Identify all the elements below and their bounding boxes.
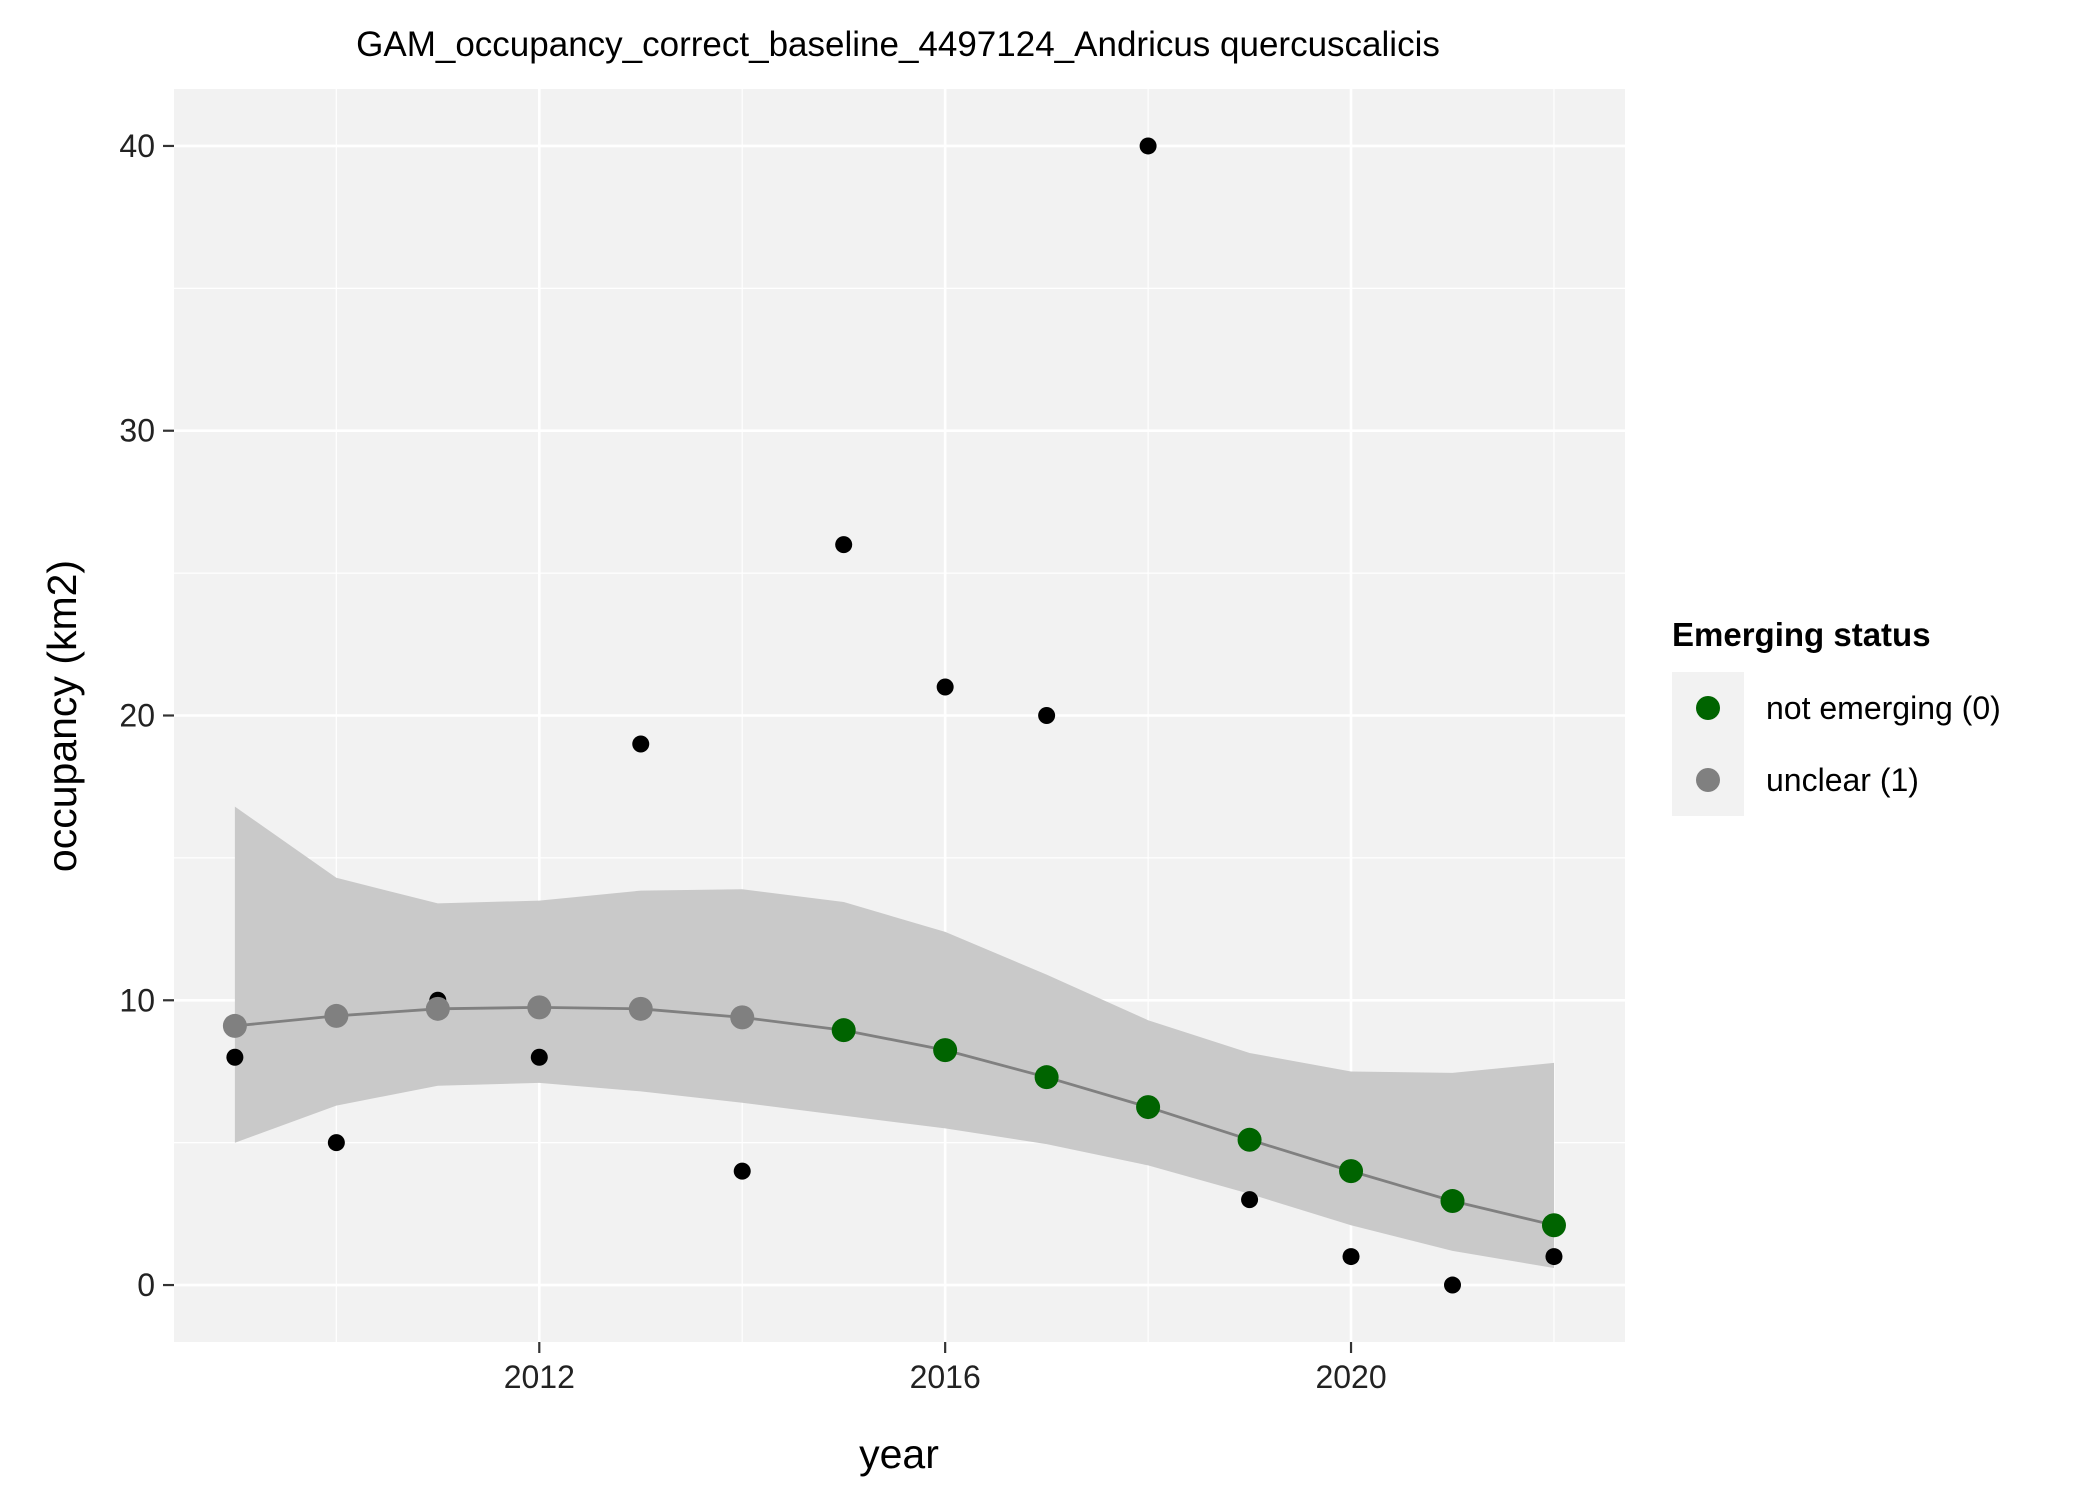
gam-fit-line bbox=[234, 1005, 1555, 1227]
gam-fit-point bbox=[1136, 1095, 1161, 1120]
confidence-band-layer bbox=[234, 806, 1554, 1268]
observed-point bbox=[530, 1048, 548, 1066]
y-tick-label: 20 bbox=[119, 698, 155, 734]
observed-point bbox=[733, 1162, 751, 1180]
x-tick-label: 2012 bbox=[504, 1359, 575, 1395]
gam-fit-point bbox=[527, 995, 552, 1020]
x-axis-title: year bbox=[859, 1431, 939, 1477]
y-tick-label: 30 bbox=[119, 413, 155, 449]
gam-fit-point bbox=[1440, 1189, 1465, 1214]
gam-fit-point bbox=[1237, 1127, 1262, 1152]
gam-fit-point bbox=[1541, 1213, 1566, 1238]
observed-point bbox=[1342, 1248, 1360, 1266]
legend: Emerging status not emerging (0) unclear… bbox=[1672, 616, 2001, 816]
gam-fit-point bbox=[324, 1003, 349, 1028]
observed-point bbox=[327, 1134, 345, 1152]
chart-title: GAM_occupancy_correct_baseline_4497124_A… bbox=[356, 25, 1440, 64]
observed-point bbox=[226, 1048, 244, 1066]
gam-fit-point bbox=[1034, 1065, 1059, 1090]
x-tick-label: 2020 bbox=[1315, 1359, 1386, 1395]
observed-point bbox=[632, 735, 650, 753]
y-tick-label: 40 bbox=[119, 128, 155, 164]
observed-point bbox=[1545, 1248, 1563, 1266]
legend-key-not-emerging bbox=[1696, 696, 1720, 720]
gam-fit-point bbox=[425, 996, 450, 1021]
observed-point bbox=[1038, 707, 1056, 724]
legend-title: Emerging status bbox=[1672, 616, 1931, 653]
confidence-band bbox=[234, 806, 1554, 1268]
legend-keys-background bbox=[1672, 672, 1744, 816]
observed-point bbox=[1444, 1276, 1462, 1294]
y-axis-title: occupancy (km2) bbox=[39, 560, 85, 872]
gam-fit-point bbox=[222, 1013, 247, 1038]
gam-fit-point bbox=[628, 996, 653, 1021]
x-tick-label: 2016 bbox=[910, 1359, 981, 1395]
y-tick-label: 0 bbox=[137, 1267, 155, 1303]
gam-fit-points bbox=[222, 995, 1566, 1238]
observed-point bbox=[835, 536, 853, 554]
observed-point bbox=[1139, 137, 1157, 155]
x-axis: 2012 2016 2020 bbox=[504, 1342, 1387, 1395]
y-tick-label: 10 bbox=[119, 982, 155, 1018]
observed-point bbox=[1241, 1191, 1259, 1209]
gam-fit-point bbox=[730, 1005, 755, 1030]
observed-point bbox=[936, 678, 954, 696]
y-axis: 0 10 20 30 40 bbox=[119, 128, 174, 1303]
gam-fit-point bbox=[831, 1018, 856, 1043]
legend-label-not-emerging: not emerging (0) bbox=[1766, 690, 2001, 726]
gam-fit-line-layer bbox=[234, 1005, 1555, 1227]
gam-fit-point bbox=[1339, 1159, 1364, 1184]
legend-key-unclear bbox=[1696, 768, 1720, 792]
gam-fit-point bbox=[933, 1038, 958, 1063]
legend-label-unclear: unclear (1) bbox=[1766, 762, 1919, 798]
